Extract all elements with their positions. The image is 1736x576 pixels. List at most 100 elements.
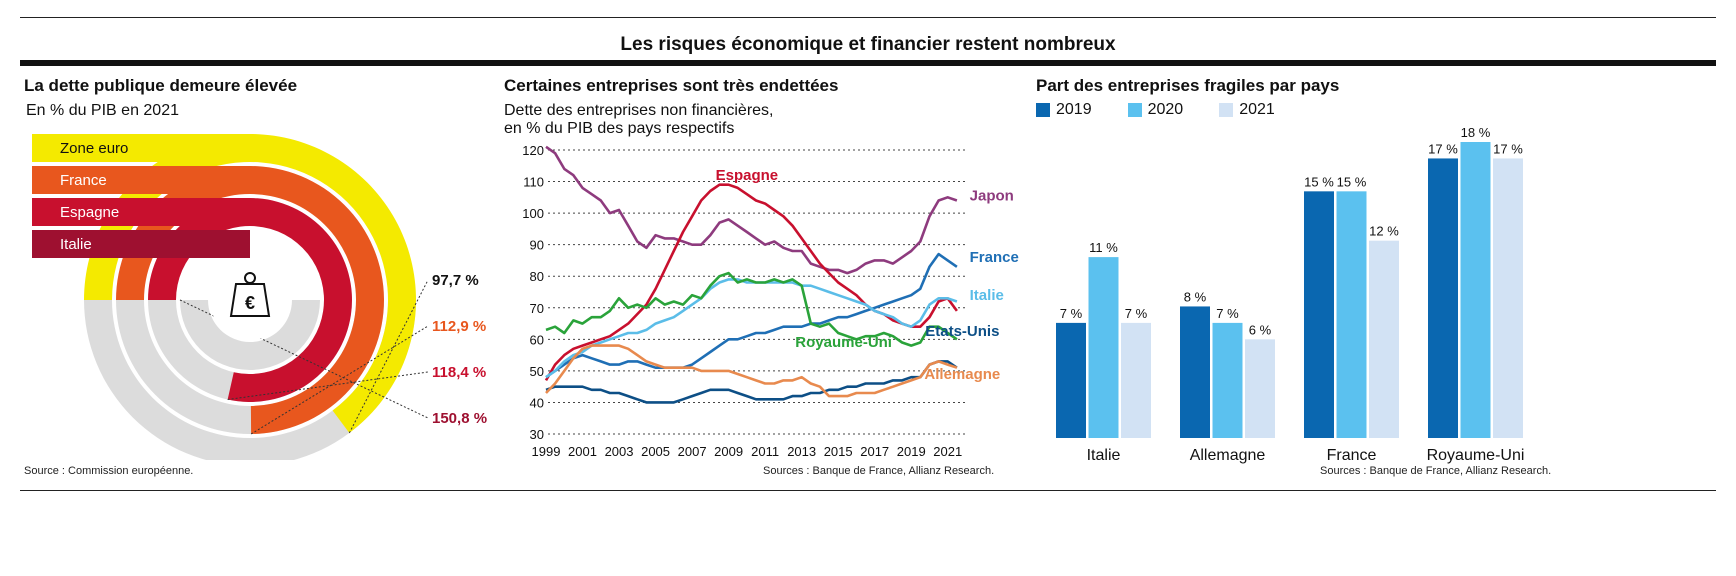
y-tick-label: 30: [530, 427, 544, 442]
radial-label-italie: Italie: [60, 236, 92, 253]
corporate-debt-line-chart: 30 40 50 60 70 80 90 100 110 120 1999 2001 2003 2005 2…: [522, 143, 1019, 459]
category-label: Allemagne: [1190, 447, 1266, 464]
y-tick-label: 120: [522, 143, 544, 158]
bar-royaume-uni-2019: [1428, 158, 1458, 438]
x-tick-label: 2001: [568, 444, 597, 459]
radial-label-zone-euro: Zone euro: [60, 140, 128, 157]
y-tick-label: 100: [522, 206, 544, 221]
series-line-japon: [545, 145, 958, 275]
series-line-royaume-uni: [545, 271, 958, 347]
bar-value-label: 12 %: [1369, 224, 1399, 239]
panel2-source: Sources : Banque de France, Allianz Rese…: [763, 465, 995, 477]
legend-swatch: [1219, 103, 1234, 117]
panel2-subtitle-line2: en % du PIB des pays respectifs: [504, 120, 735, 137]
bar-allemagne-2019: [1180, 306, 1210, 438]
legend-item-2019: 2019: [1036, 101, 1092, 119]
y-tick-label: 50: [530, 364, 544, 379]
radial-label-france: France: [60, 172, 107, 189]
x-tick-label: 2009: [714, 444, 743, 459]
value-leader: [348, 279, 429, 434]
radial-band-zone-euro: [32, 134, 250, 162]
value-leader: [227, 371, 429, 401]
bar-value-label: 8 %: [1184, 289, 1207, 304]
legend-swatch: [1127, 103, 1142, 117]
panel3-title: Part des entreprises fragiles par pays: [1036, 76, 1340, 95]
bar-france-2021: [1369, 240, 1399, 438]
panel1-subtitle: En % du PIB en 2021: [26, 102, 179, 119]
bar-royaume-uni-2021: [1493, 158, 1523, 438]
bar-value-label: 11 %: [1089, 240, 1118, 255]
category-label: Italie: [1087, 447, 1121, 464]
series-label-allemagne: Allemagne: [924, 366, 1000, 383]
bar-value-label: 15 %: [1337, 174, 1367, 189]
x-tick-label: 1999: [532, 444, 561, 459]
bar-italie-2021: [1121, 322, 1151, 438]
legend-label: 2020: [1147, 101, 1184, 118]
panel2-title: Certaines entreprises sont très endettée…: [504, 76, 839, 95]
title-rule: [20, 60, 1716, 66]
radial-band-italie: [32, 230, 250, 258]
x-tick-label: 2007: [678, 444, 707, 459]
series-line-espagne: [544, 183, 958, 382]
legend-label: 2021: [1239, 101, 1275, 118]
series-line-france: [545, 252, 958, 379]
radial-value-espagne: 118,4 %: [432, 364, 486, 381]
radial-bg-ring: [180, 300, 320, 370]
bar-value-label: 7 %: [1125, 306, 1148, 321]
x-tick-label: 2015: [824, 444, 853, 459]
bar-value-label: 17 %: [1493, 141, 1523, 156]
y-tick-label: 60: [530, 332, 544, 347]
x-tick-label: 2013: [787, 444, 816, 459]
legend-item-2021: 2021: [1219, 101, 1275, 119]
fragile-firms-bar-chart: 7 % 11 % 7 % Italie 8 % 7 % 6 % Allemagne 15 % 15…: [1056, 125, 1524, 464]
bar-allemagne-2020: [1212, 322, 1243, 438]
bottom-rule: [20, 490, 1716, 491]
y-tick-label: 40: [530, 395, 544, 410]
bar-value-label: 6 %: [1249, 322, 1272, 337]
radial-label-espagne: Espagne: [60, 204, 119, 221]
legend-item-2020: 2020: [1127, 101, 1184, 119]
category-label: France: [1327, 447, 1377, 464]
bar-italie-2019: [1056, 322, 1086, 438]
bar-france-2020: [1336, 191, 1367, 438]
panel1-title: La dette publique demeure élevée: [24, 76, 298, 95]
series-label-italie: Italie: [970, 287, 1004, 304]
x-tick-label: 2019: [897, 444, 926, 459]
bar-france-2019: [1304, 191, 1334, 438]
y-tick-label: 110: [523, 175, 544, 190]
top-rule: [20, 17, 1716, 18]
bar-value-label: 7 %: [1060, 306, 1083, 321]
bar-value-label: 7 %: [1216, 306, 1239, 321]
panel1-source: Source : Commission européenne.: [24, 465, 194, 477]
center-disc: [210, 260, 290, 340]
y-tick-label: 80: [530, 269, 544, 284]
value-leader: [250, 325, 429, 435]
svg-text:€: €: [245, 293, 255, 313]
radial-value-zone-euro: 97,7 %: [432, 272, 479, 289]
bar-allemagne-2021: [1245, 339, 1275, 438]
x-tick-label: 2017: [860, 444, 889, 459]
series-line-allemagne: [545, 344, 958, 398]
bar-royaume-uni-2020: [1460, 142, 1491, 438]
y-tick-label: 70: [530, 301, 544, 316]
x-tick-label: 2011: [751, 444, 779, 459]
radial-bg-ring: [84, 300, 416, 460]
panel2-subtitle-line1: Dette des entreprises non financières,: [504, 102, 774, 119]
radial-value-italie: 150,8 %: [432, 410, 487, 427]
series-label-france: France: [970, 249, 1019, 266]
series-line-etats-unis: [545, 360, 958, 404]
series-label-royaume-uni: Royaume-Uni: [795, 334, 892, 351]
bar-value-label: 17 %: [1428, 141, 1458, 156]
series-line-italie: [545, 278, 958, 379]
radial-band-france: [32, 166, 250, 194]
page-title: Les risques économique et financier rest…: [620, 34, 1116, 55]
bar-value-label: 18 %: [1461, 125, 1491, 140]
x-tick-label: 2005: [641, 444, 670, 459]
x-tick-label: 2021: [933, 444, 962, 459]
bar-legend: 2019 2020 2021: [1036, 101, 1311, 119]
series-label-japon: Japon: [970, 187, 1014, 204]
x-tick-label: 2003: [605, 444, 634, 459]
y-tick-label: 90: [530, 238, 544, 253]
legend-label: 2019: [1056, 101, 1092, 118]
series-label-etats-unis: Etats-Unis: [925, 323, 999, 340]
